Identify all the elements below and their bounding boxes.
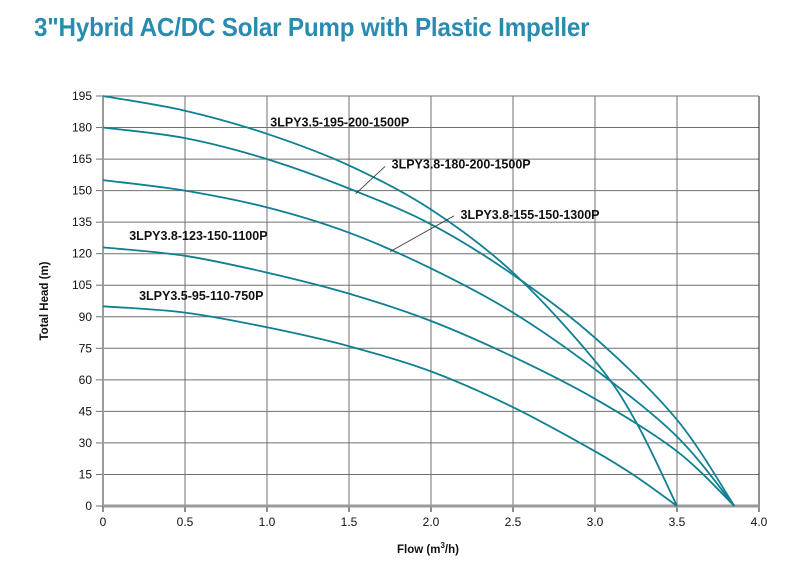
series-label: 3LPY3.8-180-200-1500P	[392, 158, 531, 172]
page-title: 3"Hybrid AC/DC Solar Pump with Plastic I…	[34, 12, 590, 42]
y-tick-label: 30	[79, 436, 93, 450]
label-leader-lines	[355, 166, 455, 252]
series-label: 3LPY3.8-123-150-1100P	[129, 229, 267, 243]
series-label: 3LPY3.5-95-110-750P	[139, 289, 263, 303]
x-axis-label: Flow (m3/h)	[397, 541, 459, 556]
y-tick-label: 90	[79, 310, 93, 324]
x-tick-label: 2.0	[423, 515, 440, 529]
y-tick-label: 0	[85, 499, 92, 513]
performance-curves	[102, 95, 736, 507]
curve-3LPY3.5-95-110-750P	[102, 305, 678, 507]
curve-3LPY3.8-123-150-1100P	[102, 246, 736, 507]
x-tick-label: 3.5	[669, 515, 686, 529]
y-tick-labels: 0 15 30 45 60 75 90 105 120 135 150 165 180 195	[72, 89, 92, 513]
x-tick-label: 1.0	[259, 515, 276, 529]
x-tick-label: 0.5	[177, 515, 194, 529]
y-tick-label: 135	[72, 215, 92, 229]
y-tick-label: 75	[79, 341, 93, 355]
y-tick-label: 105	[72, 278, 92, 292]
leader-line	[355, 166, 386, 195]
x-tick-label: 2.5	[505, 515, 522, 529]
axes	[96, 95, 760, 512]
y-tick-label: 15	[79, 467, 93, 481]
y-tick-label: 45	[79, 404, 93, 418]
y-tick-label: 120	[72, 247, 92, 261]
series-label: 3LPY3.5-195-200-1500P	[270, 115, 409, 129]
series-labels: 3LPY3.5-195-200-1500P 3LPY3.8-180-200-150…	[129, 115, 599, 302]
y-tick-label: 195	[72, 89, 92, 103]
y-tick-label: 165	[72, 152, 92, 166]
x-tick-label: 0	[100, 515, 107, 529]
x-axis-label-end: /h)	[445, 544, 459, 556]
x-axis-label-main: Flow (m	[397, 544, 440, 556]
x-axis-label-superscript: 3	[440, 541, 445, 550]
x-tick-label: 3.0	[587, 515, 604, 529]
x-tick-label: 4.0	[751, 515, 768, 529]
x-tick-label: 1.5	[341, 515, 358, 529]
curve-3LPY3.8-155-150-1300P	[102, 179, 736, 507]
y-axis-label: Total Head (m)	[39, 261, 51, 340]
y-tick-label: 150	[72, 184, 92, 198]
x-tick-labels: 0 0.5 1.0 1.5 2.0 2.5 3.0 3.5 4.0	[100, 515, 768, 529]
series-label: 3LPY3.8-155-150-1300P	[461, 208, 600, 222]
curve-3LPY3.5-195-200-1500P	[102, 95, 678, 507]
leader-line	[389, 215, 455, 252]
y-tick-label: 60	[79, 373, 93, 387]
y-tick-label: 180	[72, 121, 92, 135]
